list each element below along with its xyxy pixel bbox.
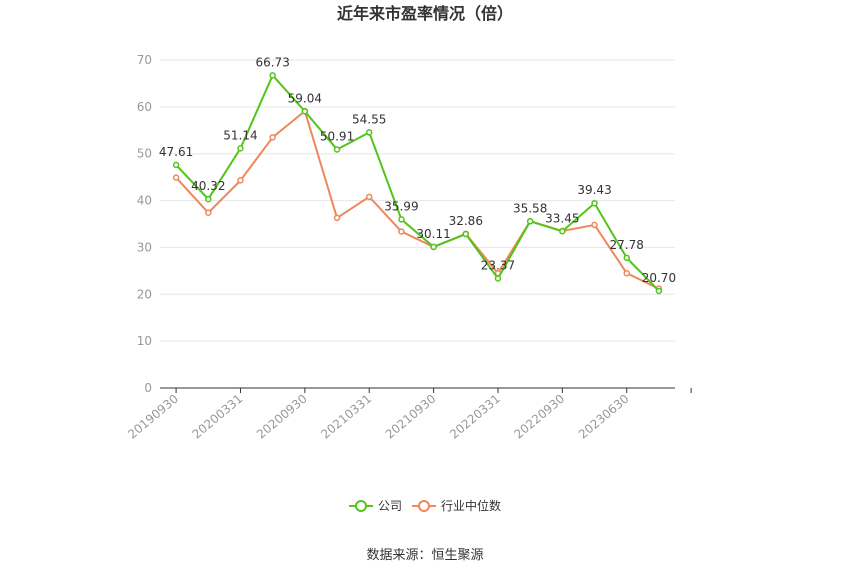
data-label: 20.70 bbox=[642, 271, 676, 285]
series-line-1 bbox=[175, 109, 660, 290]
series-point-1[interactable] bbox=[623, 269, 630, 277]
data-label: 40.32 bbox=[191, 179, 225, 193]
grid-lines bbox=[160, 59, 675, 342]
legend-label: 公司 bbox=[378, 499, 402, 513]
data-label: 32.86 bbox=[449, 214, 483, 228]
data-label: 35.58 bbox=[513, 201, 547, 215]
legend[interactable]: 公司 行业中位数 bbox=[349, 498, 501, 513]
y-tick-label: 30 bbox=[137, 240, 152, 254]
data-label: 33.45 bbox=[545, 211, 579, 225]
series-line-0 bbox=[175, 73, 660, 292]
data-label: 30.11 bbox=[416, 227, 450, 241]
series-point-0[interactable] bbox=[172, 161, 180, 169]
x-tick-label: 20200930 bbox=[254, 392, 310, 442]
series-point-1[interactable] bbox=[365, 193, 373, 201]
series-point-1[interactable] bbox=[398, 228, 405, 235]
series-point-1[interactable] bbox=[205, 209, 212, 217]
series-point-1[interactable] bbox=[333, 214, 341, 222]
chart-title: 近年来市盈率情况（倍） bbox=[337, 4, 513, 23]
series-point-0[interactable] bbox=[559, 228, 566, 235]
y-tick-label: 60 bbox=[137, 100, 152, 114]
x-tick-label: 20220331 bbox=[447, 392, 503, 442]
series-point-0[interactable] bbox=[655, 287, 663, 295]
series-point-1[interactable] bbox=[591, 221, 598, 229]
series-point-0[interactable] bbox=[462, 230, 470, 238]
x-axis: 20190930 20200331 20200930 20210331 20210930… bbox=[125, 387, 692, 442]
y-axis: 0 10 20 30 40 50 60 70 bbox=[137, 53, 152, 395]
y-tick-label: 10 bbox=[137, 334, 152, 348]
series-point-0[interactable] bbox=[333, 146, 341, 153]
series-point-0[interactable] bbox=[205, 195, 212, 203]
series-point-0[interactable] bbox=[269, 72, 276, 79]
data-label: 23.37 bbox=[481, 258, 515, 272]
legend-item-1[interactable]: 行业中位数 bbox=[412, 498, 501, 513]
series-point-1[interactable] bbox=[269, 134, 276, 141]
series-point-1[interactable] bbox=[237, 177, 244, 184]
series-point-0[interactable] bbox=[591, 199, 598, 207]
series-point-0[interactable] bbox=[430, 243, 437, 251]
data-label: 39.43 bbox=[577, 183, 611, 197]
y-tick-label: 50 bbox=[137, 147, 152, 161]
series-point-0[interactable] bbox=[398, 216, 405, 223]
data-label: 47.61 bbox=[159, 145, 193, 159]
series-point-0[interactable] bbox=[237, 145, 244, 152]
data-label: 51.14 bbox=[223, 128, 257, 142]
y-tick-label: 0 bbox=[144, 381, 152, 395]
series-point-0[interactable] bbox=[494, 275, 502, 282]
x-tick-label: 20190930 bbox=[125, 392, 181, 442]
y-tick-label: 40 bbox=[137, 194, 152, 208]
x-tick-label: 20210331 bbox=[318, 392, 374, 442]
legend-marker bbox=[418, 500, 430, 512]
x-tick-label: 20230630 bbox=[576, 392, 632, 442]
data-label: 66.73 bbox=[255, 55, 289, 69]
x-tick-label: 20210930 bbox=[383, 392, 439, 442]
series-point-1[interactable] bbox=[172, 174, 180, 181]
series-point-0[interactable] bbox=[526, 218, 534, 225]
series-point-0[interactable] bbox=[623, 254, 630, 262]
data-labels: 47.61 40.32 51.14 66.73 59.04 50.91 54.55 35.99… bbox=[159, 55, 676, 285]
legend-marker bbox=[355, 500, 367, 512]
data-label: 59.04 bbox=[288, 91, 322, 105]
data-label: 50.91 bbox=[320, 129, 354, 143]
y-tick-label: 20 bbox=[137, 287, 152, 301]
x-tick-label: 20220930 bbox=[511, 392, 567, 442]
data-label: 54.55 bbox=[352, 112, 386, 126]
x-tick-label: 20200331 bbox=[190, 392, 246, 442]
legend-label: 行业中位数 bbox=[441, 498, 501, 513]
series-layer bbox=[172, 72, 663, 295]
legend-item-0[interactable]: 公司 bbox=[349, 499, 402, 513]
series-point-0[interactable] bbox=[301, 108, 309, 115]
data-label: 27.78 bbox=[610, 238, 644, 252]
y-tick-label: 70 bbox=[137, 53, 152, 67]
data-label: 35.99 bbox=[384, 199, 418, 213]
series-point-0[interactable] bbox=[365, 129, 373, 136]
data-source: 数据来源：恒生聚源 bbox=[366, 548, 483, 563]
